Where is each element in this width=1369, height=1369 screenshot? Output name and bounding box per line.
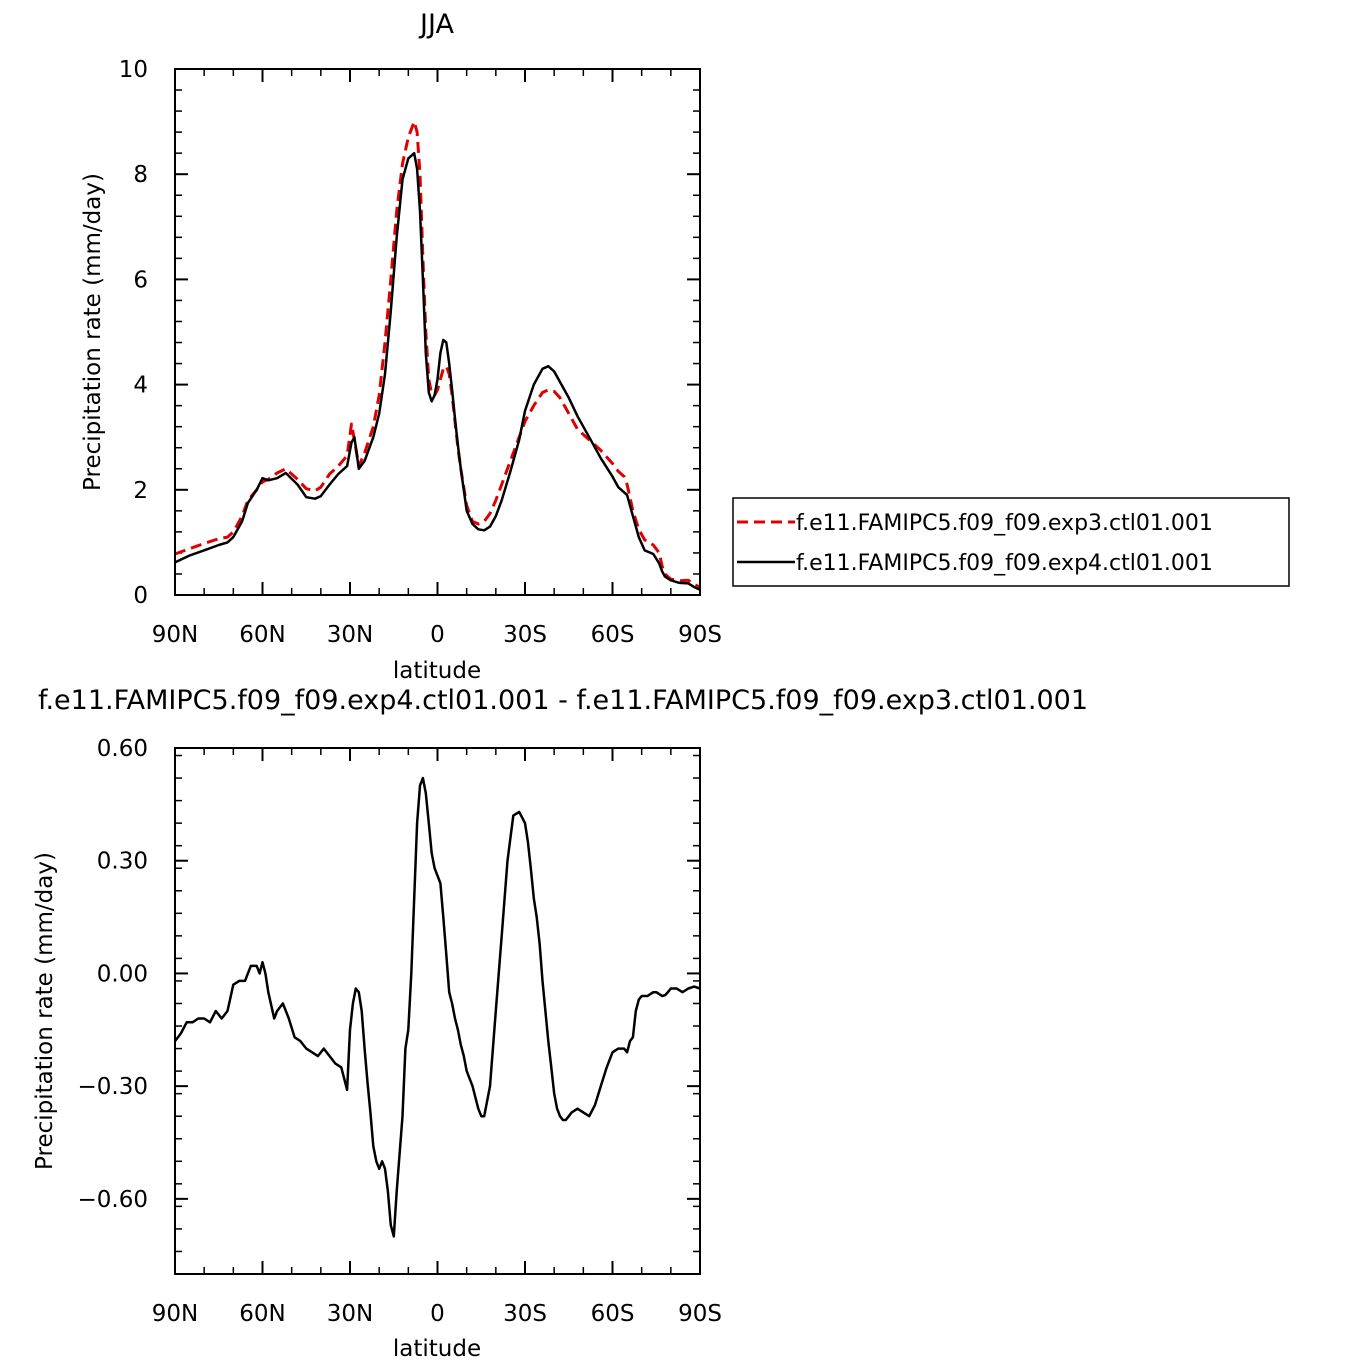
- top-y-tick-label: 0: [133, 583, 148, 609]
- bottom-panel: f.e11.FAMIPC5.f09_f09.exp4.ctl01.001 - f…: [32, 685, 1088, 1362]
- bottom-y-axis-label: Precipitation rate (mm/day): [32, 852, 58, 1170]
- top-y-tick-label: 6: [133, 267, 148, 293]
- top-x-tick-label: 60N: [239, 622, 285, 648]
- bottom-x-tick-label: 30S: [503, 1301, 547, 1327]
- bottom-y-tick-label: −0.30: [78, 1074, 148, 1100]
- legend-box: [732, 497, 1290, 587]
- bottom-plot-frame: [174, 747, 701, 1275]
- top-axis-ticks: 90N 60N 30N 0 30S 60S 90S 0 2 4 6 8 10: [119, 57, 722, 648]
- top-x-tick-label: 60S: [591, 622, 635, 648]
- top-series-line-1: [174, 120, 701, 589]
- bottom-x-tick-label: 60N: [239, 1301, 285, 1327]
- legend-label-exp4: f.e11.FAMIPC5.f09_f09.exp4.ctl01.001: [796, 551, 1213, 576]
- top-y-axis-label: Precipitation rate (mm/day): [80, 173, 106, 491]
- bottom-x-tick-label: 90N: [152, 1301, 198, 1327]
- top-y-tick-label: 2: [133, 478, 148, 504]
- top-x-axis-label: latitude: [393, 658, 481, 684]
- top-series-line-2: [174, 151, 701, 591]
- bottom-x-tick-label: 90S: [678, 1301, 722, 1327]
- top-plot-frame: [174, 68, 701, 596]
- bottom-x-axis-label: latitude: [393, 1336, 481, 1362]
- bottom-plot-lines: [174, 776, 701, 1238]
- bottom-y-tick-label: 0.60: [97, 736, 148, 762]
- bottom-x-tick-label: 60S: [591, 1301, 635, 1327]
- top-plot-lines: [174, 120, 701, 591]
- bottom-x-tick-label: 30N: [327, 1301, 373, 1327]
- top-chart-title: JJA: [418, 9, 454, 40]
- top-x-tick-label: 30S: [503, 622, 547, 648]
- top-y-tick-label: 10: [119, 57, 148, 83]
- top-y-tick-label: 4: [133, 373, 148, 399]
- bottom-x-tick-label: 0: [430, 1301, 445, 1327]
- top-x-tick-label: 90N: [152, 622, 198, 648]
- bottom-series-line-1: [174, 776, 701, 1238]
- legend: f.e11.FAMIPC5.f09_f09.exp3.ctl01.001 f.e…: [732, 497, 1290, 587]
- top-x-tick-label: 90S: [678, 622, 722, 648]
- top-y-tick-label: 8: [133, 162, 148, 188]
- bottom-axis-ticks: 90N 60N 30N 0 30S 60S 90S 0.60 0.30 0.00 −0.30 −0.6…: [78, 736, 722, 1327]
- top-x-tick-label: 30N: [327, 622, 373, 648]
- bottom-y-tick-label: 0.30: [97, 849, 148, 875]
- bottom-y-tick-label: −0.60: [78, 1187, 148, 1213]
- bottom-chart-title: f.e11.FAMIPC5.f09_f09.exp4.ctl01.001 - f…: [38, 685, 1088, 716]
- legend-label-exp3: f.e11.FAMIPC5.f09_f09.exp3.ctl01.001: [796, 511, 1213, 536]
- top-x-tick-label: 0: [430, 622, 445, 648]
- bottom-y-tick-label: 0.00: [97, 961, 148, 987]
